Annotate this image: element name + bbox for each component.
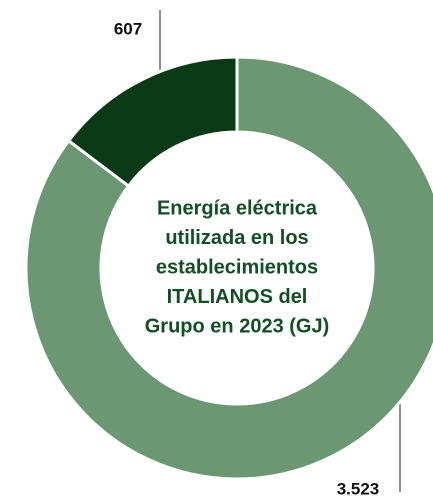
chart-title: establecimientos xyxy=(156,256,318,278)
chart-title: utilizada en los xyxy=(165,227,308,249)
donut-segment xyxy=(66,55,239,189)
chart-title: Energía eléctrica xyxy=(157,197,318,219)
donut-segment xyxy=(24,55,433,481)
chart-title: Grupo en 2023 (GJ) xyxy=(145,315,330,337)
value-label: 3.523 xyxy=(337,479,380,498)
value-label: 607 xyxy=(114,19,142,38)
chart-title: ITALIANOS del xyxy=(167,286,308,308)
